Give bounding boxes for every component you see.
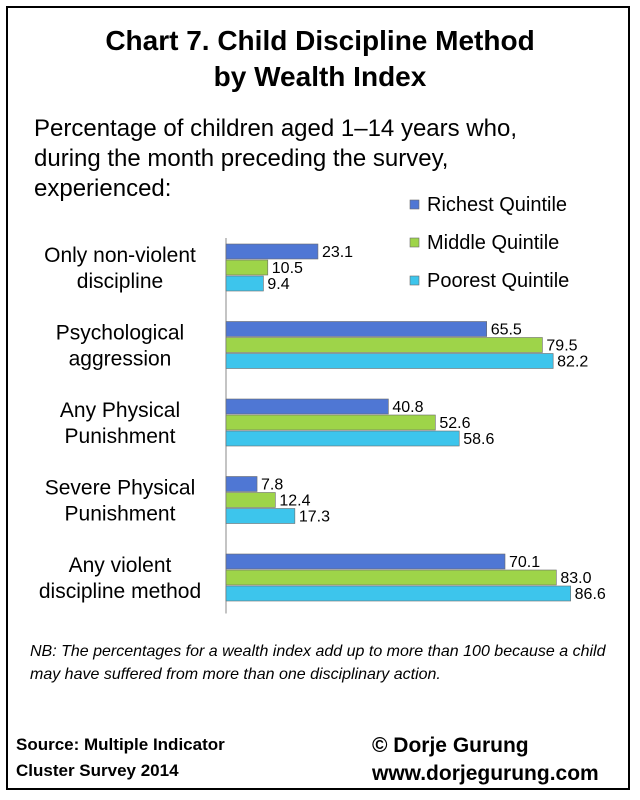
data-label: 10.5 xyxy=(272,260,303,277)
bar-middle-quintile xyxy=(225,337,543,353)
source-line-1: Source: Multiple Indicator xyxy=(16,735,225,754)
bar-poorest-quintile xyxy=(225,508,296,524)
data-label: 86.6 xyxy=(575,586,606,603)
bar-richest-quintile xyxy=(225,243,319,260)
category-label: aggression xyxy=(69,348,172,371)
chart-title-line-2: by Wealth Index xyxy=(213,61,427,92)
bar-richest-quintile xyxy=(225,476,258,492)
legend-swatch xyxy=(409,275,420,286)
legend-swatch xyxy=(409,237,420,248)
credit-line-1: © Dorje Gurung xyxy=(372,734,529,757)
bar-richest-quintile xyxy=(225,398,389,415)
bar-poorest-quintile xyxy=(225,430,460,447)
bar-richest-quintile xyxy=(225,553,506,570)
data-label: 58.6 xyxy=(463,431,494,448)
data-label: 23.1 xyxy=(322,244,353,261)
category-label: discipline xyxy=(77,270,163,293)
author-credit: © Dorje Gurung www.dorjegurung.com xyxy=(372,732,632,788)
category-label: Any violent xyxy=(69,554,172,577)
category-label: Psychological xyxy=(56,322,184,345)
bar-richest-quintile xyxy=(225,321,487,337)
bar-middle-quintile xyxy=(225,492,276,508)
credit-line-2: www.dorjegurung.com xyxy=(372,762,599,785)
data-label: 12.4 xyxy=(279,493,310,510)
data-label: 52.6 xyxy=(439,415,470,432)
bar-middle-quintile xyxy=(225,259,269,276)
category-label: Only non-violent xyxy=(44,244,196,267)
category-label: Punishment xyxy=(65,503,176,526)
bar-chart: 23.1 10.59.4 Only non-violent discipline 65.… xyxy=(39,194,606,614)
subtitle-line-1: Percentage of children aged 1–14 years w… xyxy=(34,115,517,142)
category-label: Severe Physical xyxy=(45,477,196,500)
chart-frame xyxy=(6,6,630,790)
legend-swatch xyxy=(409,199,420,210)
category-label: discipline method xyxy=(39,580,201,603)
data-label: 17.3 xyxy=(299,509,330,526)
source-line-2: Cluster Survey 2014 xyxy=(16,761,179,780)
bar-poorest-quintile xyxy=(225,353,554,369)
category-label: Any Physical xyxy=(60,399,180,422)
data-label: 82.2 xyxy=(557,354,588,371)
bar-poorest-quintile xyxy=(225,275,264,292)
bar-middle-quintile xyxy=(225,414,436,431)
data-label: 79.5 xyxy=(546,338,577,355)
data-label: 70.1 xyxy=(509,554,540,571)
chart-title-line-1: Chart 7. Child Discipline Method xyxy=(105,25,535,56)
legend-label: Middle Quintile xyxy=(427,232,559,254)
footnote: NB: The percentages for a wealth index a… xyxy=(30,643,606,683)
legend-label: Poorest Quintile xyxy=(427,270,569,292)
data-label: 83.0 xyxy=(560,570,591,587)
data-label: 40.8 xyxy=(392,399,423,416)
bar-poorest-quintile xyxy=(225,585,571,602)
subtitle-line-3: experienced: xyxy=(34,175,172,202)
bar-middle-quintile xyxy=(225,569,557,586)
legend-label: Richest Quintile xyxy=(427,194,567,216)
data-label: 7.8 xyxy=(261,477,283,494)
source-citation: Source: Multiple Indicator Cluster Surve… xyxy=(16,732,306,784)
category-label: Punishment xyxy=(65,425,176,448)
data-label: 65.5 xyxy=(491,322,522,339)
data-label: 9.4 xyxy=(267,276,289,293)
subtitle-line-2: during the month preceding the survey, xyxy=(34,145,449,172)
